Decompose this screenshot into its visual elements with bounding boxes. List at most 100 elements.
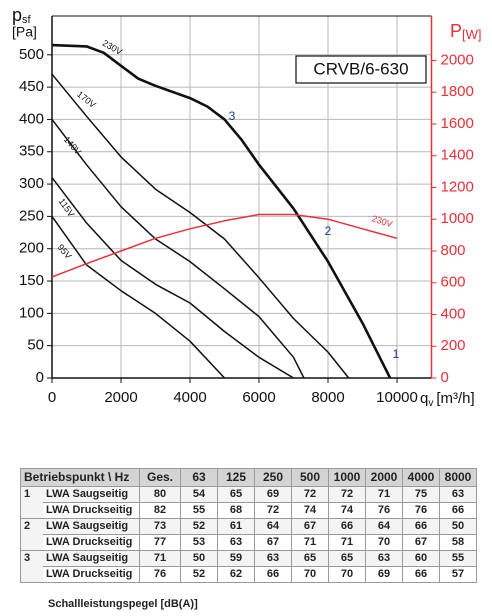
y-tick-label: 350 xyxy=(19,143,44,160)
value-cell: 62 xyxy=(217,566,255,583)
value-cell: 67 xyxy=(402,534,440,551)
value-cell: 54 xyxy=(180,486,218,503)
value-cell: 66 xyxy=(439,502,477,519)
curve xyxy=(51,215,226,379)
y-tick-label: 300 xyxy=(19,175,44,192)
model-label: CRVB/6-630 xyxy=(313,59,408,78)
table-row: LWA Druckseitig 77 53 63 67 71 71 70 67 58 xyxy=(20,534,477,551)
value-cell: 82 xyxy=(139,502,181,519)
value-cell: 58 xyxy=(439,534,477,551)
table-row: 1 LWA Saugseitig 80 54 65 69 72 72 71 75 63 xyxy=(20,486,477,519)
y-tick-label: 50 xyxy=(27,337,44,354)
y2-unit: [W] xyxy=(462,27,482,42)
value-cell: 74 xyxy=(328,502,366,519)
value-cell: 76 xyxy=(365,502,403,519)
y2-tick-label: 0 xyxy=(441,369,449,386)
value-cell: 65 xyxy=(217,486,255,503)
value-cell: 71 xyxy=(365,486,403,503)
header-cell: 8000 xyxy=(439,468,477,487)
value-cell: 64 xyxy=(254,518,292,535)
x-tick-label: 10000 xyxy=(376,389,418,406)
y-axis-label: psf xyxy=(12,5,32,26)
value-cell: 76 xyxy=(139,566,181,583)
value-cell: 66 xyxy=(402,566,440,583)
row-label: LWA Saugseitig xyxy=(43,518,140,535)
curve xyxy=(51,177,294,379)
value-cell: 70 xyxy=(291,566,329,583)
value-cell: 70 xyxy=(328,566,366,583)
value-cell: 66 xyxy=(402,518,440,535)
value-cell: 50 xyxy=(180,550,218,567)
y2-tick-label: 600 xyxy=(441,274,466,291)
operating-point-label: 2 xyxy=(325,224,332,238)
y2-tick-label: 1000 xyxy=(441,210,474,227)
value-cell: 63 xyxy=(365,550,403,567)
value-cell: 53 xyxy=(180,534,218,551)
y2-tick-label: 1600 xyxy=(441,115,474,132)
y-tick-label: 200 xyxy=(19,240,44,257)
y-tick-label: 0 xyxy=(36,369,44,386)
operating-point-label: 3 xyxy=(229,109,236,123)
y-symbol: p xyxy=(12,5,22,25)
value-cell: 71 xyxy=(139,550,181,567)
row-label: LWA Saugseitig xyxy=(43,486,140,503)
y-tick-label: 250 xyxy=(19,207,44,224)
value-cell: 50 xyxy=(439,518,477,535)
value-cell: 52 xyxy=(180,566,218,583)
row-label: LWA Druckseitig xyxy=(43,502,140,519)
value-cell: 73 xyxy=(139,518,181,535)
value-cell: 74 xyxy=(291,502,329,519)
x-symbol: q xyxy=(420,390,428,407)
header-cell: 1000 xyxy=(328,468,366,487)
x-tick-label: 6000 xyxy=(242,389,275,406)
curve-label: 230V xyxy=(371,213,394,229)
value-cell: 71 xyxy=(291,534,329,551)
value-cell: 52 xyxy=(180,518,218,535)
value-cell: 55 xyxy=(180,502,218,519)
y-tick-label: 400 xyxy=(19,110,44,127)
value-cell: 61 xyxy=(217,518,255,535)
value-cell: 72 xyxy=(291,486,329,503)
y-subscript: sf xyxy=(22,14,32,26)
row-label: LWA Druckseitig xyxy=(43,566,140,583)
point-cell: 2 xyxy=(20,518,43,551)
value-cell: 71 xyxy=(328,534,366,551)
x-tick-label: 8000 xyxy=(311,389,344,406)
curve xyxy=(51,43,392,379)
curve xyxy=(51,73,350,379)
header-cell: 250 xyxy=(254,468,292,487)
value-cell: 63 xyxy=(254,550,292,567)
row-label: LWA Druckseitig xyxy=(43,534,140,551)
y-tick-label: 500 xyxy=(19,46,44,63)
value-cell: 80 xyxy=(139,486,181,503)
value-cell: 65 xyxy=(291,550,329,567)
y2-tick-label: 1400 xyxy=(441,147,474,164)
header-row: Betriebspunkt \ Hz Ges. 63 125 250 500 1000 200… xyxy=(20,468,477,487)
y2-tick-label: 200 xyxy=(441,337,466,354)
curve-label: 115V xyxy=(57,196,77,218)
value-cell: 72 xyxy=(254,502,292,519)
y2-tick-label: 1800 xyxy=(441,83,474,100)
y-tick-label: 100 xyxy=(19,304,44,321)
value-cell: 72 xyxy=(328,486,366,503)
value-cell: 68 xyxy=(217,502,255,519)
value-cell: 57 xyxy=(439,566,477,583)
header-cell: Ges. xyxy=(139,468,181,487)
operating-point-label: 1 xyxy=(393,347,400,361)
value-cell: 60 xyxy=(402,550,440,567)
header-cell: 2000 xyxy=(365,468,403,487)
value-cell: 69 xyxy=(365,566,403,583)
y2-tick-label: 1200 xyxy=(441,178,474,195)
curve xyxy=(51,118,305,379)
x-tick-label: 0 xyxy=(48,389,56,406)
header-cell: Betriebspunkt \ Hz xyxy=(20,468,140,487)
value-cell: 70 xyxy=(365,534,403,551)
header-cell: 125 xyxy=(217,468,255,487)
y2-tick-label: 400 xyxy=(441,305,466,322)
value-cell: 77 xyxy=(139,534,181,551)
sound-table: Betriebspunkt \ Hz Ges. 63 125 250 500 1000 200… xyxy=(20,468,477,583)
value-cell: 76 xyxy=(402,502,440,519)
header-cell: 500 xyxy=(291,468,329,487)
chart: psf [Pa] P[W] qv [m³/h] 05010015020025030… xyxy=(12,5,482,409)
y-tick-label: 150 xyxy=(19,272,44,289)
